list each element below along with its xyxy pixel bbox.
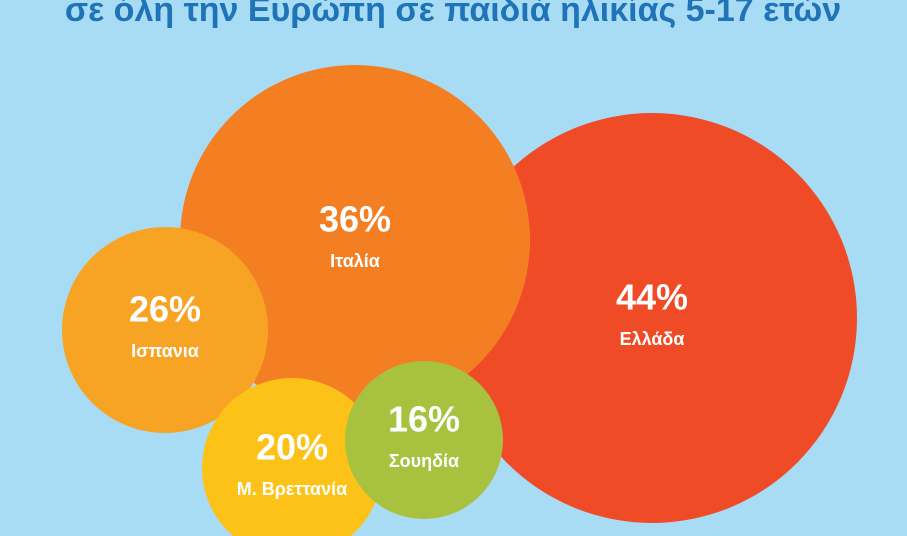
value-label: 20% [256,427,328,468]
value-label: 16% [388,399,460,440]
bubble [345,361,503,519]
bubble [62,227,268,433]
value-label: 36% [319,199,391,240]
bubble [202,378,382,536]
category-label: Ισπανια [131,341,199,361]
chart-title: σε όλη την Ευρώπη σε παιδιά ηλικίας 5-17… [65,0,841,29]
category-label: Ελλάδα [620,329,685,349]
value-label: 44% [616,277,688,318]
category-label: Ιταλία [330,251,380,271]
category-label: Μ. Βρεττανία [237,479,347,499]
category-label: Σουηδία [389,451,459,471]
value-label: 26% [129,289,201,330]
bubble [447,113,857,523]
